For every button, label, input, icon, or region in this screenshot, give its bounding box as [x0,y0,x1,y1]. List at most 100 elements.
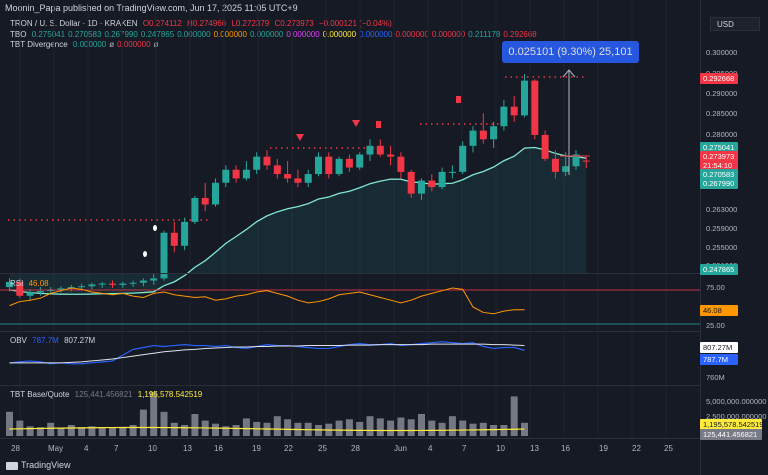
tbo-value: 0.270583 [68,30,102,39]
tbt-base-quote-value-1: 125,441.456821 [74,390,133,399]
candle-body [490,126,498,140]
candle-body [170,232,178,246]
volume-bar [88,426,96,436]
publisher-line: Moonin_Papa published on TradingView.com… [5,3,298,13]
pane-separator[interactable] [0,385,700,386]
price-tag: 0.273973 [700,151,738,162]
candle-body [160,232,168,279]
tbo-value: 0.000000 [249,30,284,39]
time-tick: 10 [496,444,505,453]
sell-marker [376,121,381,128]
volume-bar [160,411,168,436]
obv-value-2: 807.27M [64,336,96,345]
volume-bar [222,426,230,436]
obv-tag-ma: 807.27M [700,342,738,353]
volume-bar [284,419,292,436]
tbo-value: 0.000000 [177,30,211,39]
volume-bar [47,422,55,436]
time-tick: 25 [664,444,673,453]
tbo-value: 0.247865 [140,30,175,39]
candle-body [181,221,189,246]
price-tick: 0.263000 [706,205,738,214]
tbt-divergence-value: ø [109,40,115,49]
time-tick: 25 [318,444,327,453]
volume-bar [335,420,343,436]
candle-body [201,197,209,205]
candle-body [572,154,580,167]
price-tick: 0.300000 [706,48,738,57]
rsi-tick-25: 25.00 [706,321,725,330]
tbo-value: 0.000000 [213,30,247,39]
candle-body [191,197,199,222]
volume-bar [57,428,65,436]
tbt-quote-line [9,426,525,432]
tradingview-logo[interactable]: TradingView [6,460,71,470]
candle-body [16,281,24,296]
volume-bar [150,392,158,436]
volume-bar [510,396,518,436]
obv-label[interactable]: OBV [10,336,27,345]
price-tag: 0.270583 [700,169,738,180]
rsi-label[interactable]: RSI [10,279,24,288]
tbo-label[interactable]: TBO [10,30,27,39]
time-tick: 28 [11,444,20,453]
volume-bar [170,422,178,436]
volume-bar [407,419,415,436]
time-tick: 4 [84,444,89,453]
volume-bar [418,414,425,436]
tbt-tag-quote: 1,195,578.542519 [700,419,763,430]
chart-canvas[interactable] [0,0,700,475]
volume-bar [232,425,240,436]
price-tag: 0.247865 [700,264,738,275]
volume-bar [438,422,446,436]
pane-separator[interactable] [0,273,700,274]
volume-bar [139,409,147,436]
candle-body [376,145,384,155]
time-tick: 19 [252,444,261,453]
sell-signal-icon [296,134,304,141]
candle-body [541,134,549,159]
obv-tick: 760M [706,373,725,382]
volume-bar [242,418,250,436]
volume-bar [345,419,353,436]
candle-body [428,180,436,188]
ohlc-high: H0.274966 [187,19,227,28]
price-tag: 0.275041 [700,142,738,153]
price-tick: 0.280000 [706,130,738,139]
candle-body [232,169,240,179]
candle-body [150,278,158,281]
tbt-base-quote-label[interactable]: TBT Base/Quote [10,390,70,399]
tbt-divergence-label[interactable]: TBT Divergence [10,40,68,49]
candle-body [222,169,230,183]
candle-body [263,156,271,166]
candle-body [582,160,590,162]
candle-body [253,156,261,170]
tbt-base-quote-value-2: 1,195,578.542519 [137,390,203,399]
pane-separator[interactable] [0,331,700,332]
candle-body [448,171,456,173]
tbt-tick-2.5m: 2,500,000.000000 [706,412,767,421]
volume-bar [490,425,498,436]
time-tick: 28 [351,444,360,453]
price-tick: 0.285000 [706,109,738,118]
time-tick: Jun [394,444,407,453]
tbo-legend: TBO 0.275041 0.270583 0.267990 0.247865 0.00… [10,30,543,39]
ohlc-open: O0.274112 [142,19,182,28]
volume-bar [397,417,405,436]
symbol-title[interactable]: TRON / U. S. Dollar · 1D · KRAKEN [10,19,138,28]
price-tick: 0.259000 [706,224,738,233]
sell-marker [456,96,461,103]
tbo-value: 0.000000 [322,30,357,39]
tbo-value: 0.211178 [468,30,501,39]
rsi-value: 46.08 [28,279,49,288]
rsi-line [9,287,525,315]
measure-tooltip: 0.025101 (9.30%) 25,101 [502,41,639,63]
volume-bar [129,425,137,436]
pane-separator[interactable] [0,438,700,439]
volume-bar [67,425,75,436]
tbt-divergence-value: 0.000000 [72,40,107,49]
currency-button[interactable]: USD [710,17,760,31]
time-tick: May [48,444,64,453]
volume-bar [109,428,116,436]
rsi-legend: RSI 46.08 [10,279,52,288]
